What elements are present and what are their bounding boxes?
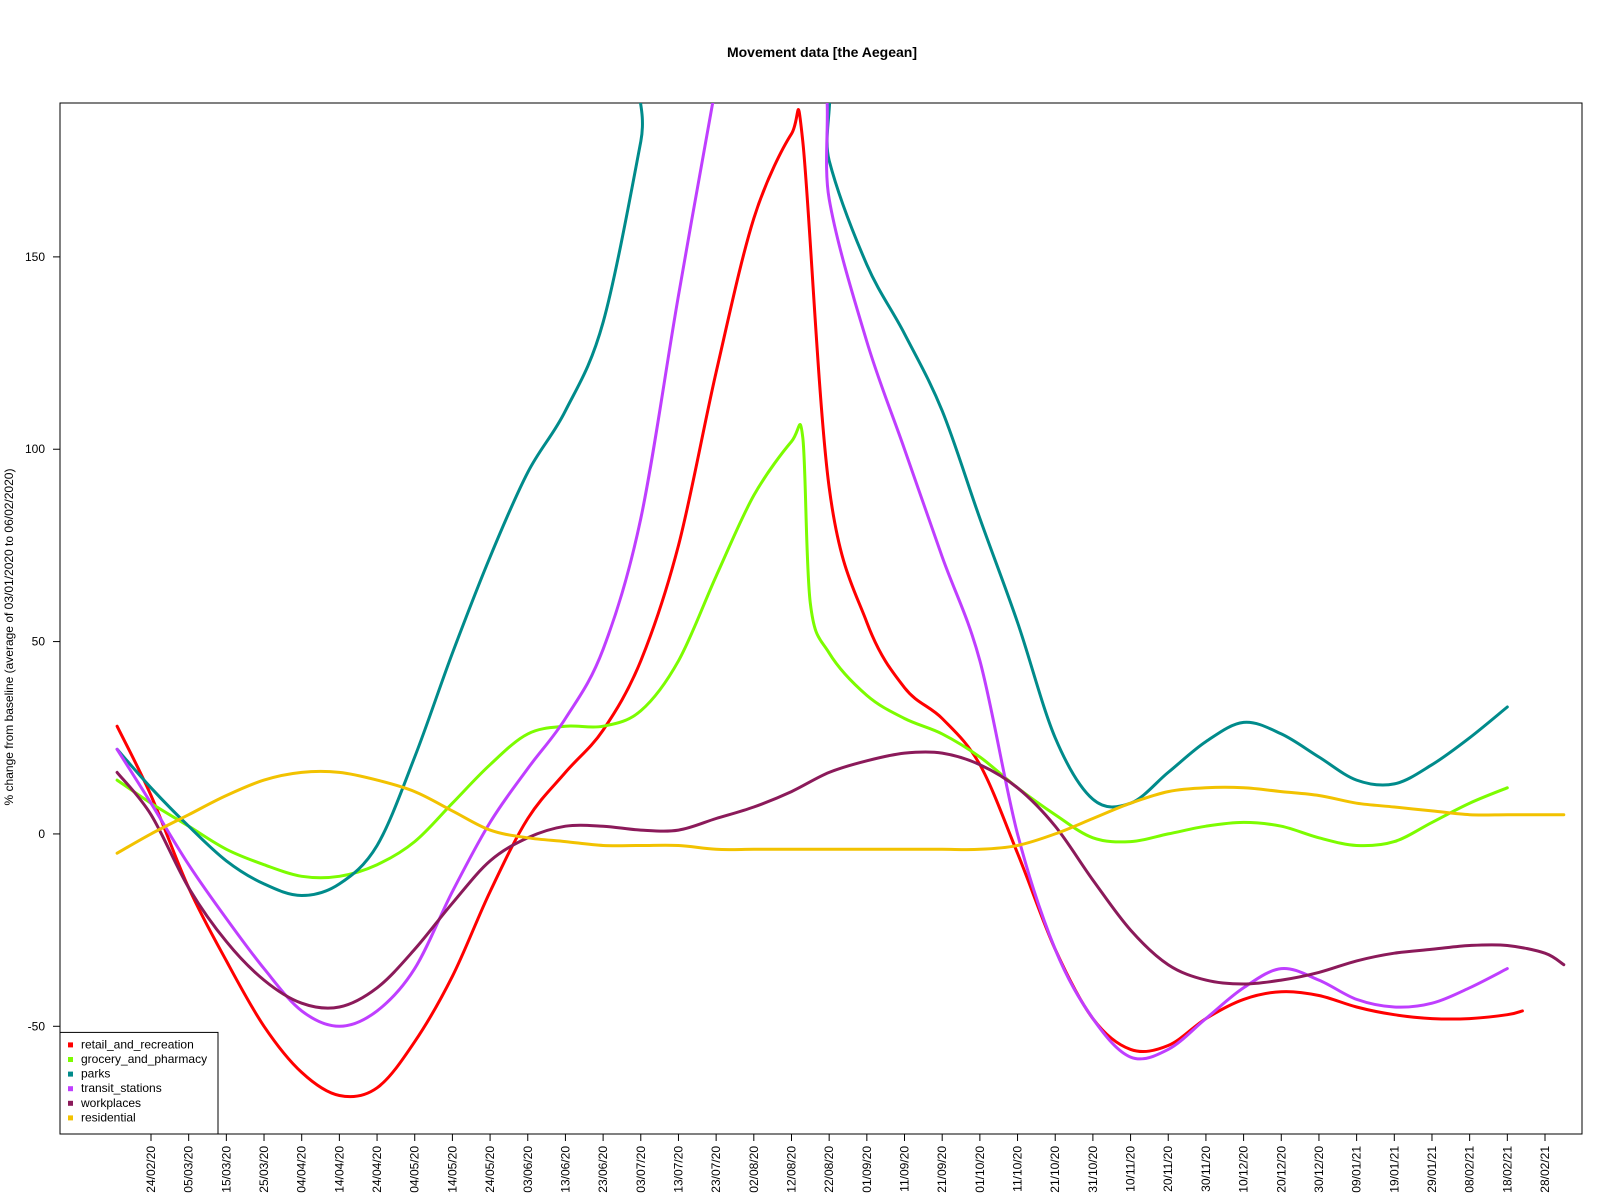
x-tick-label: 24/04/20 (370, 1146, 384, 1193)
x-tick-label: 21/09/20 (935, 1146, 949, 1193)
x-tick-label: 20/11/20 (1161, 1146, 1175, 1192)
x-tick-label: 13/06/20 (558, 1146, 572, 1193)
x-tick-label: 04/04/20 (295, 1146, 309, 1193)
legend-label: residential (81, 1110, 136, 1124)
legend-label: transit_stations (81, 1081, 162, 1095)
x-tick-label: 14/05/20 (445, 1146, 459, 1193)
series-line-parks (115, 103, 1509, 897)
x-tick-label: 01/09/20 (860, 1146, 874, 1193)
y-axis: -50 0 50 100 150 (25, 250, 60, 1033)
series-line-transit_stations (115, 103, 1509, 1061)
series-line-workplaces (115, 750, 1566, 1010)
x-tick-label: 28/02/21 (1538, 1146, 1552, 1193)
x-axis: 24/02/20 05/03/20 15/03/20 25/03/20 04/04/20… (144, 1134, 1552, 1193)
x-tick-label: 19/01/21 (1387, 1146, 1401, 1193)
x-tick-label: 09/01/21 (1350, 1146, 1364, 1193)
y-tick-label: 50 (32, 635, 46, 649)
plot-frame (59, 102, 1583, 1135)
x-tick-label: 20/12/20 (1274, 1146, 1288, 1193)
x-tick-label: 03/06/20 (521, 1146, 535, 1193)
legend-swatch (68, 1086, 73, 1092)
x-tick-label: 05/03/20 (182, 1146, 196, 1193)
x-tick-label: 15/03/20 (219, 1146, 233, 1193)
x-tick-label: 23/06/20 (596, 1146, 610, 1193)
legend-label: workplaces (80, 1096, 141, 1110)
y-tick-label: -50 (28, 1019, 46, 1033)
x-tick-label: 25/03/20 (257, 1146, 271, 1193)
legend-label: parks (81, 1067, 110, 1081)
x-tick-label: 14/04/20 (332, 1146, 346, 1193)
legend-box (59, 1031, 219, 1135)
legend-swatch (68, 1115, 73, 1121)
legend-swatch (68, 1071, 73, 1077)
series-line-grocery_and_pharmacy (115, 423, 1509, 880)
x-tick-label: 30/11/20 (1199, 1146, 1213, 1192)
series-line-retail_and_recreation (115, 108, 1524, 1099)
legend-label: grocery_and_pharmacy (81, 1052, 207, 1066)
x-tick-label: 04/05/20 (408, 1146, 422, 1193)
x-tick-label: 11/09/20 (898, 1146, 912, 1192)
chart-title: Movement data [the Aegean] (727, 44, 917, 60)
x-tick-label: 10/12/20 (1237, 1146, 1251, 1193)
x-tick-label: 23/07/20 (709, 1146, 723, 1193)
x-tick-label: 11/10/20 (1011, 1146, 1025, 1192)
x-tick-label: 24/02/20 (144, 1146, 158, 1193)
series-layer (115, 103, 1566, 1099)
x-tick-label: 08/02/21 (1463, 1146, 1477, 1193)
x-tick-label: 21/10/20 (1048, 1146, 1062, 1193)
x-tick-label: 01/10/20 (973, 1146, 987, 1193)
x-tick-label: 22/08/20 (822, 1146, 836, 1193)
legend-swatch (68, 1057, 73, 1062)
y-axis-label: % change from baseline (average of 03/01… (2, 469, 16, 806)
x-tick-label: 29/01/21 (1425, 1146, 1439, 1193)
x-tick-label: 12/08/20 (784, 1146, 798, 1193)
y-tick-label: 100 (25, 442, 45, 456)
legend: retail_and_recreationgrocery_and_pharmac… (59, 1031, 219, 1135)
y-tick-label: 150 (25, 250, 45, 264)
legend-swatch (68, 1100, 73, 1106)
x-tick-label: 24/05/20 (483, 1146, 497, 1193)
x-tick-label: 18/02/21 (1500, 1146, 1514, 1193)
x-tick-label: 02/08/20 (747, 1146, 761, 1193)
legend-swatch (68, 1042, 73, 1048)
legend-label: retail_and_recreation (81, 1037, 194, 1051)
x-tick-label: 30/12/20 (1312, 1146, 1326, 1193)
x-tick-label: 13/07/20 (671, 1146, 685, 1193)
x-tick-label: 10/11/20 (1124, 1146, 1138, 1192)
x-tick-label: 03/07/20 (634, 1146, 648, 1193)
series-line-residential (115, 769, 1566, 855)
y-tick-label: 0 (38, 827, 45, 841)
x-tick-label: 31/10/20 (1086, 1146, 1100, 1193)
